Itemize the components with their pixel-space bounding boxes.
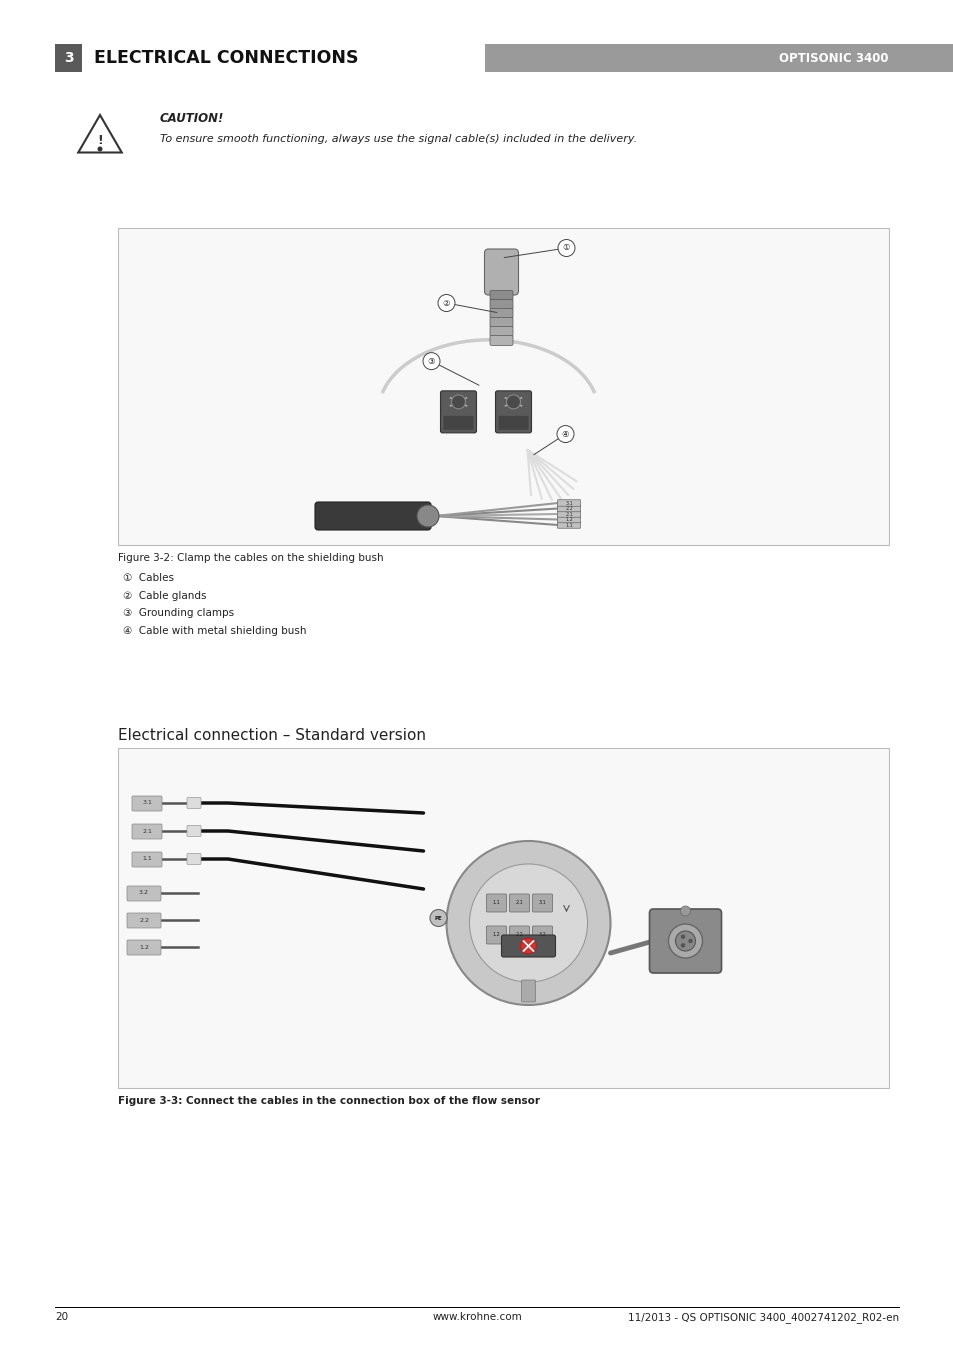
- FancyBboxPatch shape: [649, 909, 720, 973]
- Text: 2.1: 2.1: [515, 901, 523, 905]
- Text: 2,2: 2,2: [564, 507, 572, 511]
- FancyBboxPatch shape: [490, 317, 513, 327]
- Circle shape: [437, 295, 455, 312]
- Text: 1,1: 1,1: [564, 523, 572, 527]
- FancyBboxPatch shape: [443, 416, 473, 430]
- Text: Figure 3-2: Clamp the cables on the shielding bush: Figure 3-2: Clamp the cables on the shie…: [118, 553, 383, 563]
- FancyBboxPatch shape: [132, 796, 162, 811]
- Text: Electrical connection – Standard version: Electrical connection – Standard version: [118, 728, 426, 743]
- Text: CAUTION!: CAUTION!: [160, 112, 224, 126]
- Text: www.krohne.com: www.krohne.com: [432, 1312, 521, 1323]
- FancyBboxPatch shape: [509, 894, 529, 912]
- Polygon shape: [78, 115, 122, 153]
- Text: ②: ②: [442, 299, 450, 308]
- FancyBboxPatch shape: [557, 516, 579, 523]
- Text: 3.1: 3.1: [142, 801, 152, 805]
- Circle shape: [506, 394, 520, 409]
- FancyBboxPatch shape: [557, 500, 579, 507]
- Circle shape: [680, 944, 684, 947]
- Text: ④: ④: [561, 430, 569, 439]
- Text: 3.2: 3.2: [139, 890, 149, 896]
- FancyBboxPatch shape: [484, 45, 953, 72]
- Text: 1,2: 1,2: [564, 517, 572, 521]
- FancyBboxPatch shape: [440, 390, 476, 432]
- Circle shape: [679, 907, 690, 916]
- Circle shape: [98, 147, 102, 151]
- Text: 1.1: 1.1: [142, 857, 152, 862]
- FancyBboxPatch shape: [557, 505, 579, 512]
- Text: 2.2: 2.2: [139, 917, 149, 923]
- FancyBboxPatch shape: [486, 894, 506, 912]
- Text: 3,1: 3,1: [564, 500, 572, 505]
- FancyBboxPatch shape: [127, 886, 161, 901]
- FancyBboxPatch shape: [132, 824, 162, 839]
- Circle shape: [680, 935, 684, 938]
- FancyBboxPatch shape: [127, 913, 161, 928]
- FancyBboxPatch shape: [187, 797, 201, 808]
- Circle shape: [430, 909, 447, 927]
- Text: To ensure smooth functioning, always use the signal cable(s) included in the del: To ensure smooth functioning, always use…: [160, 134, 637, 145]
- Circle shape: [668, 924, 701, 958]
- FancyBboxPatch shape: [486, 925, 506, 944]
- Text: 2.2: 2.2: [515, 932, 523, 938]
- FancyBboxPatch shape: [498, 416, 528, 430]
- Text: ①  Cables: ① Cables: [123, 573, 173, 584]
- FancyBboxPatch shape: [532, 925, 552, 944]
- Text: ELECTRICAL CONNECTIONS: ELECTRICAL CONNECTIONS: [94, 49, 358, 68]
- FancyBboxPatch shape: [509, 925, 529, 944]
- Circle shape: [416, 505, 438, 527]
- Text: 11/2013 - QS OPTISONIC 3400_4002741202_R02-en: 11/2013 - QS OPTISONIC 3400_4002741202_R…: [627, 1312, 898, 1323]
- FancyBboxPatch shape: [495, 390, 531, 432]
- FancyBboxPatch shape: [521, 979, 535, 1002]
- FancyBboxPatch shape: [557, 521, 579, 528]
- Circle shape: [557, 426, 574, 443]
- Text: PE: PE: [435, 916, 442, 920]
- FancyBboxPatch shape: [490, 290, 513, 300]
- Text: 20: 20: [55, 1312, 68, 1323]
- FancyBboxPatch shape: [490, 308, 513, 319]
- Circle shape: [451, 394, 465, 409]
- Text: ③: ③: [427, 357, 435, 366]
- Circle shape: [422, 353, 439, 370]
- Circle shape: [688, 939, 691, 943]
- FancyBboxPatch shape: [118, 748, 888, 1088]
- FancyBboxPatch shape: [187, 825, 201, 836]
- Circle shape: [558, 239, 575, 257]
- Circle shape: [446, 842, 610, 1005]
- FancyBboxPatch shape: [118, 228, 888, 544]
- FancyBboxPatch shape: [127, 940, 161, 955]
- FancyBboxPatch shape: [490, 327, 513, 336]
- FancyBboxPatch shape: [132, 852, 162, 867]
- Text: 1.1: 1.1: [492, 901, 500, 905]
- Text: 2,1: 2,1: [564, 512, 572, 516]
- FancyBboxPatch shape: [187, 854, 201, 865]
- Circle shape: [520, 938, 536, 954]
- Text: ④  Cable with metal shielding bush: ④ Cable with metal shielding bush: [123, 626, 306, 635]
- Text: 1.2: 1.2: [492, 932, 500, 938]
- Circle shape: [469, 863, 587, 982]
- Text: !: !: [97, 135, 103, 147]
- FancyBboxPatch shape: [55, 45, 82, 72]
- FancyBboxPatch shape: [484, 249, 518, 295]
- Text: 1.2: 1.2: [139, 944, 149, 950]
- FancyBboxPatch shape: [501, 935, 555, 957]
- Text: 3.1: 3.1: [538, 901, 546, 905]
- FancyBboxPatch shape: [314, 503, 431, 530]
- FancyBboxPatch shape: [532, 894, 552, 912]
- Text: Figure 3-3: Connect the cables in the connection box of the flow sensor: Figure 3-3: Connect the cables in the co…: [118, 1096, 539, 1106]
- Text: ②  Cable glands: ② Cable glands: [123, 590, 206, 600]
- Text: 3: 3: [64, 51, 73, 65]
- Circle shape: [675, 931, 695, 951]
- Text: ③  Grounding clamps: ③ Grounding clamps: [123, 608, 233, 617]
- Text: 2.1: 2.1: [142, 828, 152, 834]
- FancyBboxPatch shape: [557, 511, 579, 517]
- Text: OPTISONIC 3400: OPTISONIC 3400: [779, 51, 888, 65]
- Text: ①: ①: [562, 243, 570, 253]
- FancyBboxPatch shape: [490, 335, 513, 346]
- FancyBboxPatch shape: [490, 300, 513, 309]
- Text: 3.2: 3.2: [538, 932, 546, 938]
